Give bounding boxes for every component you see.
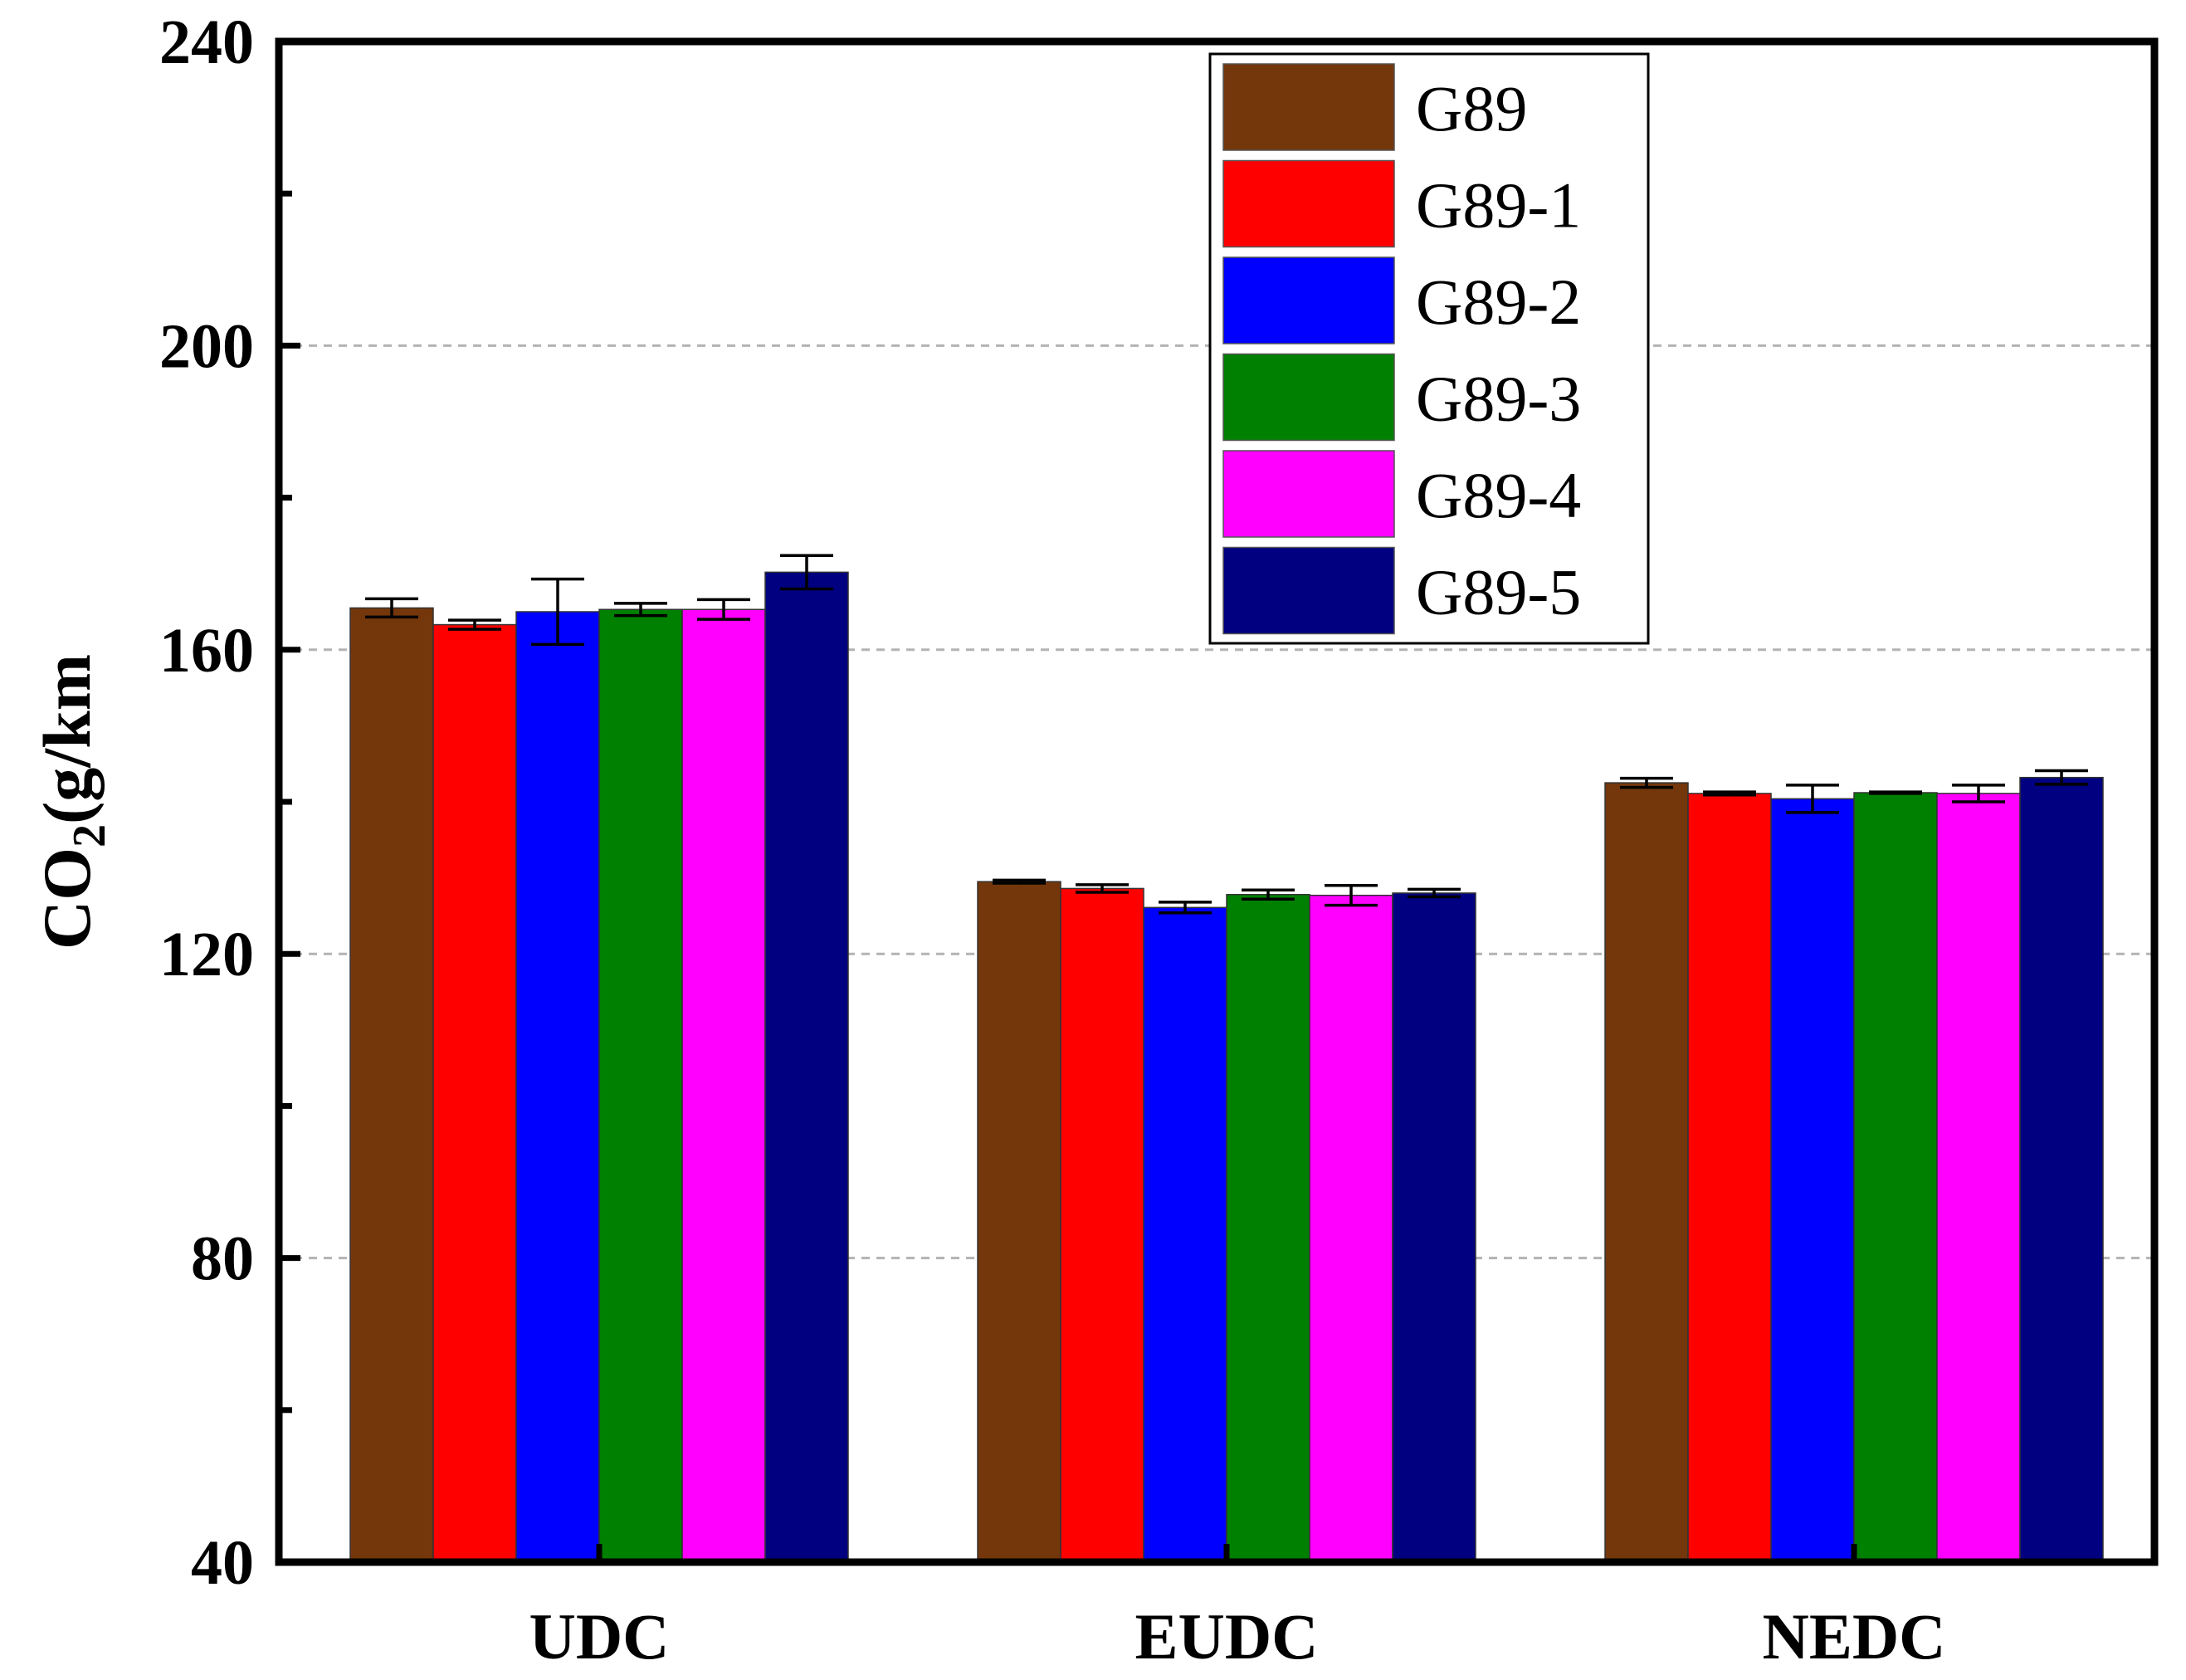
axes-layer — [275, 37, 2159, 1566]
legend-label-g89-5: G89-5 — [1416, 556, 1581, 628]
legend-label-g89-3: G89-3 — [1416, 363, 1581, 435]
bar-nedc-g89-4 — [1936, 793, 2021, 1563]
y-axis-title-main: CO — [29, 847, 105, 950]
legend-swatch-g89-5 — [1222, 546, 1395, 635]
y-tick-label: 160 — [159, 616, 254, 686]
legend-swatch-g89 — [1222, 63, 1395, 151]
bar-eudc-g89-1 — [1060, 887, 1144, 1563]
y-axis-title-subscript: 2 — [64, 824, 115, 847]
y-tick-label: 120 — [159, 920, 254, 989]
bar-nedc-g89-5 — [2019, 776, 2104, 1563]
legend: G89 G89-1 G89-2 G89-3 G89-4 G89-5 — [1208, 52, 1650, 645]
y-tick-label: 200 — [159, 311, 254, 381]
legend-label-g89-4: G89-4 — [1416, 459, 1581, 531]
bar-eudc-g89-5 — [1392, 892, 1476, 1563]
y-tick-label: 80 — [191, 1224, 254, 1294]
legend-label-g89-2: G89-2 — [1416, 266, 1581, 338]
bar-nedc-g89-1 — [1687, 793, 1772, 1563]
x-category-label-eudc: EUDC — [1134, 1600, 1318, 1673]
bar-nedc-g89 — [1604, 782, 1689, 1563]
bars-layer — [349, 554, 2104, 1563]
bar-udc-g89-3 — [598, 608, 683, 1563]
legend-swatch-g89-4 — [1222, 450, 1395, 538]
bar-udc-g89-4 — [681, 608, 766, 1563]
bar-udc-g89-1 — [432, 623, 517, 1563]
legend-swatch-g89-3 — [1222, 353, 1395, 442]
y-tick-label: 240 — [159, 7, 254, 77]
bar-nedc-g89-2 — [1770, 798, 1855, 1563]
bar-udc-g89 — [349, 607, 434, 1563]
y-tick-label: 40 — [191, 1528, 254, 1598]
bar-nedc-g89-3 — [1853, 792, 1938, 1563]
bar-eudc-g89-2 — [1143, 906, 1227, 1563]
bar-eudc-g89-4 — [1309, 894, 1393, 1563]
labels-layer: 40 80 120 160 200 240 UDC EUDC NEDC CO2(g/km — [29, 7, 1946, 1673]
y-axis-title: CO2(g/km — [29, 654, 115, 950]
y-axis-title-unit: (g/km — [29, 654, 105, 824]
legend-label-g89-1: G89-1 — [1416, 169, 1581, 242]
legend-swatch-g89-1 — [1222, 159, 1395, 248]
legend-box — [1208, 52, 1650, 645]
legend-label-g89: G89 — [1416, 72, 1527, 144]
bar-udc-g89-5 — [764, 571, 849, 1563]
x-category-label-nedc: NEDC — [1762, 1600, 1945, 1673]
x-category-label-udc: UDC — [529, 1600, 670, 1673]
bar-udc-g89-2 — [515, 611, 600, 1563]
bar-eudc-g89 — [977, 881, 1061, 1563]
legend-swatch-g89-2 — [1222, 256, 1395, 344]
bar-eudc-g89-3 — [1226, 894, 1310, 1563]
